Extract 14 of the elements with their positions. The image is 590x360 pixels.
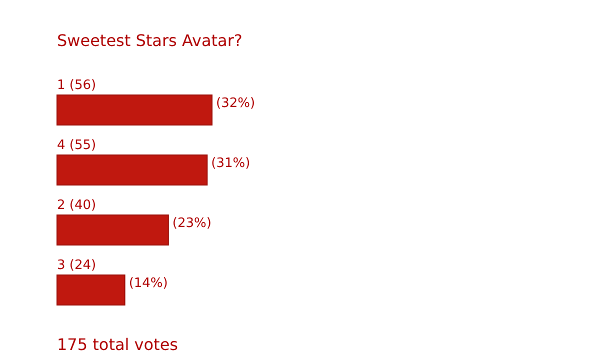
text: 175 total votes <box>57 335 178 354</box>
data-label: (14%) <box>128 276 168 291</box>
bar <box>56 94 212 126</box>
data-label: (23%) <box>172 216 212 231</box>
bar <box>56 274 126 306</box>
bar <box>56 154 208 186</box>
y-tick-label: 4 (55) <box>57 138 96 153</box>
y-tick-label: 3 (24) <box>57 258 96 273</box>
chart-title: Sweetest Stars Avatar? <box>57 31 242 50</box>
bar <box>56 214 169 246</box>
y-tick-label: 2 (40) <box>57 198 96 213</box>
data-label: (31%) <box>211 156 250 171</box>
y-tick-label: 1 (56) <box>57 78 96 93</box>
data-label: (32%) <box>216 96 256 111</box>
